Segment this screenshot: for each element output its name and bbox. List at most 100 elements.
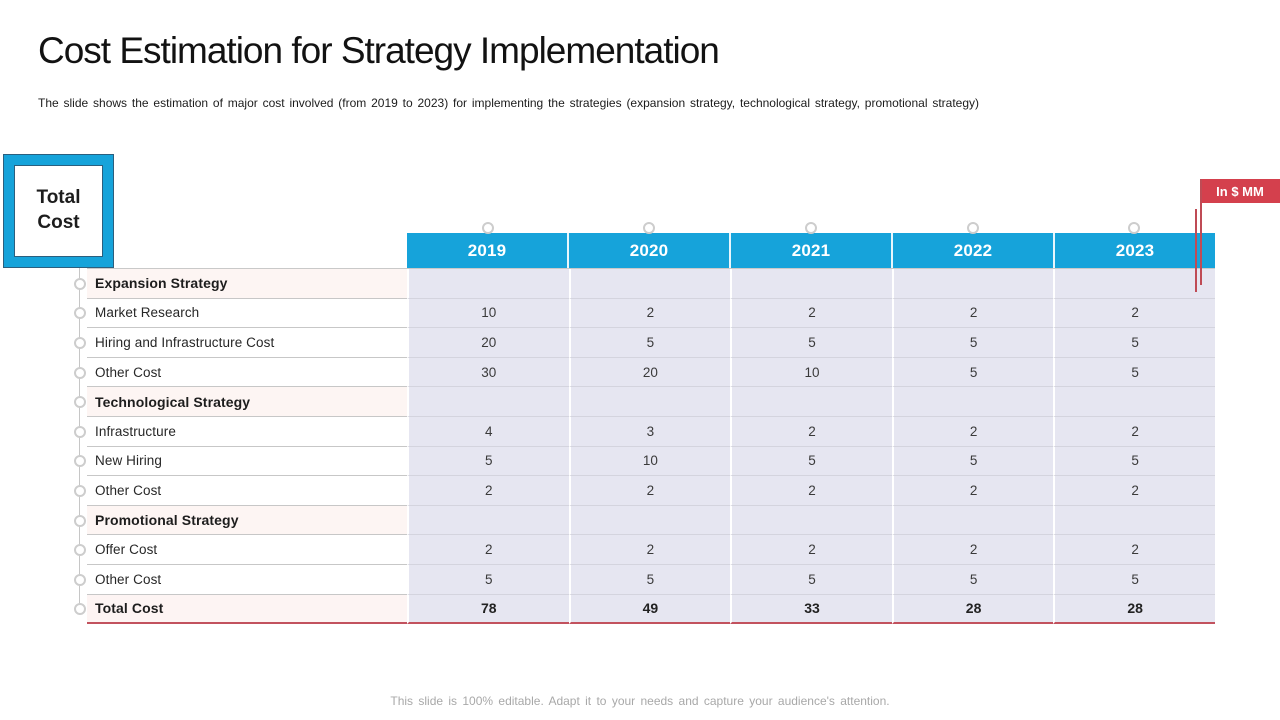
cell-value	[568, 505, 731, 536]
page-title: Cost Estimation for Strategy Implementat…	[38, 30, 720, 71]
cell-value: 2	[1053, 416, 1215, 447]
cost-table-rows: Expansion Strategy Market Research 10 2 2 2 2 H…	[87, 268, 1215, 625]
cell-value: 20	[568, 357, 731, 388]
table-row: Market Research 10 2 2 2 2	[87, 298, 1215, 329]
column-marker-icon	[481, 222, 494, 234]
cell-value: 2	[730, 535, 892, 565]
cell-value: 2	[891, 416, 1054, 447]
total-cost-callout: Total Cost	[3, 154, 114, 268]
row-marker-icon	[74, 307, 86, 320]
row-marker-icon	[74, 366, 86, 379]
slide-subtitle: The slide shows the estimation of major …	[38, 96, 980, 110]
cell-value	[407, 505, 569, 536]
cell-value: 5	[1053, 446, 1215, 477]
row-marker-icon	[74, 485, 86, 497]
table-row: Other Cost 2 2 2 2 2	[87, 476, 1215, 506]
row-marker-icon	[74, 603, 86, 616]
cell-value: 28	[891, 594, 1054, 625]
row-marker-icon	[74, 514, 86, 527]
row-label: Infrastructure	[87, 416, 407, 447]
accent-line-icon	[1195, 209, 1197, 292]
cell-value: 78	[407, 594, 569, 625]
cell-value	[568, 387, 731, 417]
year-header-row: 2019 2020 2021 2022 2023	[407, 233, 1215, 268]
cell-value: 2	[891, 298, 1054, 329]
cell-value: 2	[568, 476, 731, 506]
table-row: Total Cost 78 49 33 28 28	[87, 594, 1215, 625]
table-row: Offer Cost 2 2 2 2 2	[87, 535, 1215, 565]
cell-value	[1053, 269, 1215, 299]
cell-value	[568, 269, 731, 299]
cell-value	[730, 387, 892, 417]
cell-value	[891, 269, 1054, 299]
cell-value: 2	[1053, 476, 1215, 506]
cell-value	[891, 505, 1054, 536]
cell-value: 5	[730, 446, 892, 477]
cell-value: 3	[568, 416, 731, 447]
table-row: Expansion Strategy	[87, 269, 1215, 299]
cell-value	[891, 387, 1054, 417]
units-badge: In $ MM	[1200, 179, 1280, 203]
year-column-header: 2019	[467, 240, 507, 260]
cell-value: 10	[730, 357, 892, 388]
cell-value: 28	[1053, 594, 1215, 625]
cell-value: 5	[1053, 328, 1215, 358]
cell-value: 20	[407, 328, 569, 358]
cell-value: 5	[891, 357, 1054, 388]
year-column-header: 2022	[891, 233, 1053, 268]
total-cost-callout-label: Total Cost	[36, 187, 81, 233]
table-row: Other Cost 5 5 5 5 5	[87, 564, 1215, 595]
table-row: Promotional Strategy	[87, 505, 1215, 536]
cell-value: 2	[407, 476, 569, 506]
cell-value: 2	[1053, 535, 1215, 565]
total-cost-callout-inner: Total Cost	[14, 165, 103, 257]
row-label: Expansion Strategy	[87, 269, 407, 299]
year-column-header: 2020	[567, 233, 729, 268]
cell-value: 2	[568, 535, 731, 565]
table-row: Other Cost 30 20 10 5 5	[87, 357, 1215, 388]
row-label: Market Research	[87, 298, 407, 329]
cell-value	[1053, 505, 1215, 536]
cell-value: 5	[568, 564, 731, 595]
cell-value: 5	[891, 564, 1054, 595]
cell-value	[1053, 387, 1215, 417]
footer-note: This slide is 100% editable. Adapt it to…	[390, 694, 890, 708]
cell-value: 5	[407, 564, 569, 595]
cell-value: 5	[730, 564, 892, 595]
cell-value: 5	[1053, 564, 1215, 595]
cell-value: 2	[407, 535, 569, 565]
row-label: Total Cost	[87, 594, 407, 625]
accent-line-icon	[1200, 179, 1202, 285]
row-marker-icon	[74, 544, 86, 557]
row-label: Other Cost	[87, 476, 407, 506]
cell-value: 10	[568, 446, 731, 477]
timeline-rail	[79, 268, 80, 615]
cell-value: 2	[730, 298, 892, 329]
cell-value	[730, 269, 892, 299]
cell-value: 2	[730, 416, 892, 447]
row-label: Other Cost	[87, 357, 407, 388]
row-label: Promotional Strategy	[87, 505, 407, 536]
row-label: Hiring and Infrastructure Cost	[87, 328, 407, 358]
cell-value	[407, 269, 569, 299]
cell-value: 30	[407, 357, 569, 388]
cell-value: 5	[407, 446, 569, 477]
row-marker-icon	[74, 425, 86, 438]
cell-value: 2	[1053, 298, 1215, 329]
row-marker-icon	[74, 396, 86, 409]
table-row: Infrastructure 4 3 2 2 2	[87, 416, 1215, 447]
row-marker-icon	[74, 573, 86, 586]
row-marker-icon	[74, 455, 86, 468]
row-label: Other Cost	[87, 564, 407, 595]
cell-value: 2	[568, 298, 731, 329]
year-column-header: 2021	[729, 233, 891, 268]
cell-value: 5	[730, 328, 892, 358]
cell-value: 10	[407, 298, 569, 329]
cell-value: 5	[891, 328, 1054, 358]
table-row: Technological Strategy	[87, 387, 1215, 417]
column-marker-icon	[643, 222, 656, 234]
cell-value: 4	[407, 416, 569, 447]
row-label: Technological Strategy	[87, 387, 407, 417]
table-row: Hiring and Infrastructure Cost 20 5 5 5 5	[87, 328, 1215, 358]
